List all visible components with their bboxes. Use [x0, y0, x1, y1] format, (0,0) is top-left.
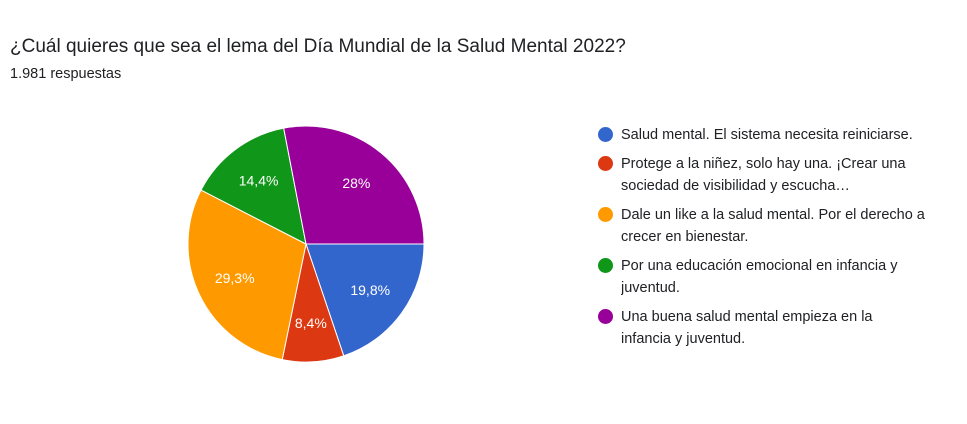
legend: Salud mental. El sistema necesita reinic…	[598, 124, 938, 357]
chart-title: ¿Cuál quieres que sea el lema del Día Mu…	[10, 36, 626, 57]
slice-label: 29,3%	[215, 270, 255, 286]
slice-label: 8,4%	[295, 315, 327, 331]
response-count: 1.981 respuestas	[10, 66, 122, 82]
legend-label: Una buena salud mental empieza en la inf…	[621, 309, 873, 347]
pie-slice	[283, 125, 425, 245]
pie-slice	[200, 127, 307, 245]
legend-swatch	[598, 156, 613, 171]
legend-item: Protege a la niñez, solo hay una. ¡Crear…	[598, 153, 938, 197]
legend-swatch	[598, 207, 613, 222]
pie-slice	[187, 189, 307, 361]
legend-swatch	[598, 127, 613, 142]
legend-item: Por una educación emocional en infancia …	[598, 255, 938, 299]
legend-label: Dale un like a la salud mental. Por el d…	[621, 207, 925, 245]
legend-label: Por una educación emocional en infancia …	[621, 258, 898, 296]
legend-item: Dale un like a la salud mental. Por el d…	[598, 204, 938, 248]
legend-swatch	[598, 309, 613, 324]
slice-label: 19,8%	[350, 282, 390, 298]
legend-swatch	[598, 258, 613, 273]
legend-label: Salud mental. El sistema necesita reinic…	[621, 127, 913, 143]
slice-label: 28%	[342, 175, 370, 191]
legend-item: Salud mental. El sistema necesita reinic…	[598, 124, 938, 146]
slice-label: 14,4%	[239, 173, 279, 189]
pie-slice	[305, 243, 425, 357]
legend-item: Una buena salud mental empieza en la inf…	[598, 306, 938, 350]
legend-label: Protege a la niñez, solo hay una. ¡Crear…	[621, 156, 906, 194]
pie-chart: 19,8% 8,4% 29,3% 14,4% 28%	[187, 125, 425, 363]
